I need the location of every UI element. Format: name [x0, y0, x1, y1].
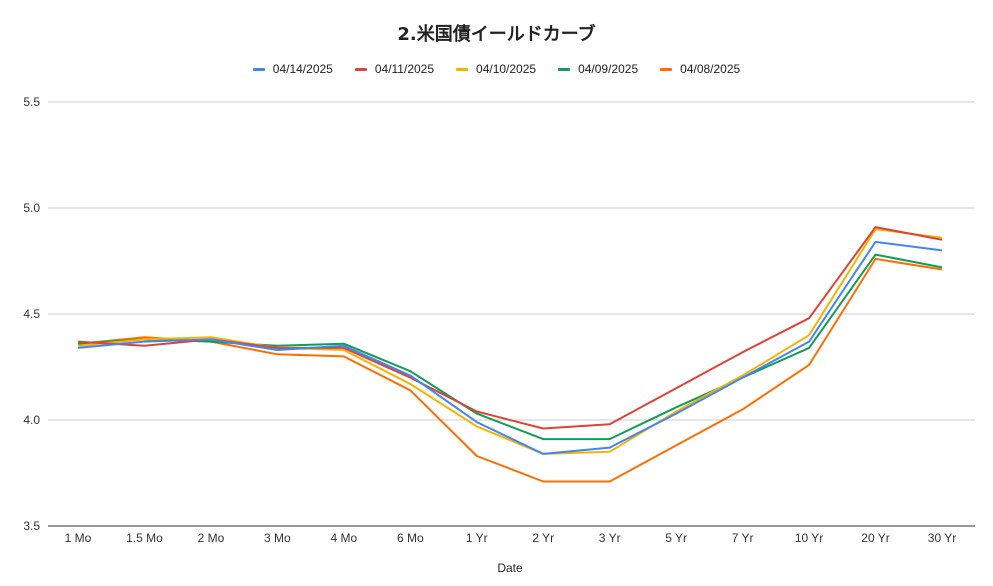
legend-label: 04/08/2025 — [680, 62, 741, 76]
y-tick-label: 4.5 — [23, 307, 40, 321]
y-tick-label: 3.5 — [23, 519, 40, 533]
legend-label: 04/10/2025 — [476, 62, 537, 76]
x-tick-label: 10 Yr — [795, 531, 823, 545]
x-tick-label: 3 Mo — [264, 531, 291, 545]
legend-swatch — [456, 67, 469, 71]
y-axis-ticks: 3.5 4.0 4.5 5.0 5.5 — [23, 95, 40, 533]
x-tick-label: 7 Yr — [732, 531, 754, 545]
gridlines — [48, 101, 975, 527]
chart-title: 2.米国債イールドカーブ — [397, 24, 596, 45]
x-tick-label: 30 Yr — [928, 531, 956, 545]
series-line[interactable] — [77, 257, 943, 483]
x-tick-label: 1 Mo — [65, 531, 92, 545]
x-tick-label: 6 Mo — [397, 531, 424, 545]
x-tick-label: 5 Yr — [665, 531, 687, 545]
x-tick-label: 3 Yr — [599, 531, 621, 545]
legend-item[interactable]: 04/11/2025 — [354, 62, 435, 76]
series-line[interactable] — [77, 226, 943, 430]
legend-item[interactable]: 04/14/2025 — [252, 62, 333, 76]
x-axis-ticks: 1 Mo 1.5 Mo 2 Mo 3 Mo 4 Mo 6 Mo 1 Yr 2 Yr 3 Yr 5 … — [65, 531, 957, 545]
y-tick-label: 4.0 — [23, 413, 40, 427]
x-tick-label: 2 Mo — [198, 531, 225, 545]
x-tick-label: 4 Mo — [331, 531, 358, 545]
legend-swatch — [558, 67, 571, 71]
legend: 04/14/2025 04/11/2025 04/10/2025 04/09/2… — [0, 62, 993, 76]
legend-swatch — [252, 67, 265, 71]
legend-label: 04/11/2025 — [374, 62, 435, 76]
x-axis-title: Date — [497, 561, 523, 575]
x-tick-label: 1.5 Mo — [126, 531, 163, 545]
series-line[interactable] — [77, 253, 943, 441]
y-tick-label: 5.5 — [23, 95, 40, 109]
legend-item[interactable]: 04/10/2025 — [456, 62, 536, 76]
x-tick-label: 20 Yr — [861, 531, 889, 545]
x-tick-label: 1 Yr — [466, 531, 488, 545]
x-tick-label: 2 Yr — [532, 531, 554, 545]
legend-item[interactable]: 04/09/2025 — [558, 62, 638, 76]
series-lines — [77, 226, 943, 483]
legend-label: 04/09/2025 — [578, 62, 639, 76]
y-tick-label: 5.0 — [23, 201, 40, 215]
legend-swatch — [660, 67, 673, 71]
legend-swatch — [354, 67, 367, 71]
series-line[interactable] — [77, 240, 943, 455]
series-line[interactable] — [77, 228, 943, 455]
legend-item[interactable]: 04/08/2025 — [660, 62, 740, 76]
legend-label: 04/14/2025 — [272, 62, 333, 76]
